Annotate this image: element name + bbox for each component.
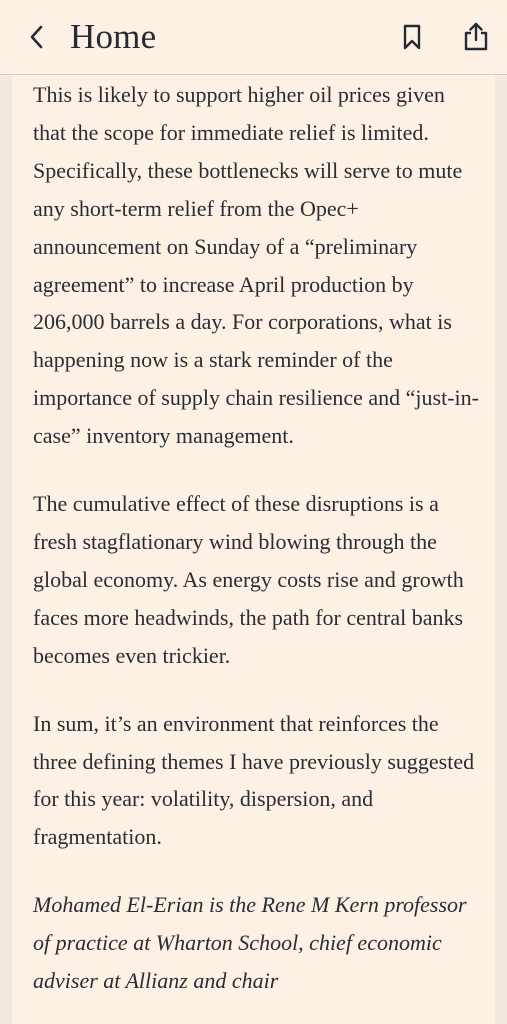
article-paragraph-3: In sum, it’s an environment that reinfor…	[33, 710, 475, 850]
bookmark-icon	[403, 24, 421, 50]
share-icon	[464, 22, 488, 51]
top-bar: Home	[0, 0, 507, 75]
chevron-left-icon	[30, 25, 43, 49]
article-paragraph-2: The cumulative effect of these disruptio…	[33, 491, 464, 668]
back-button[interactable]	[20, 20, 54, 54]
header-title: Home	[70, 17, 157, 56]
bookmark-button[interactable]	[396, 20, 428, 54]
share-button[interactable]	[459, 18, 493, 54]
article-text: This is likely to support higher oil pri…	[33, 76, 483, 1024]
article-paragraph-1: This is likely to support higher oil pri…	[33, 82, 479, 449]
article-body: This is likely to support higher oil pri…	[12, 75, 495, 1024]
author-bio: Mohamed El-Erian is the Rene M Kern prof…	[33, 892, 467, 994]
